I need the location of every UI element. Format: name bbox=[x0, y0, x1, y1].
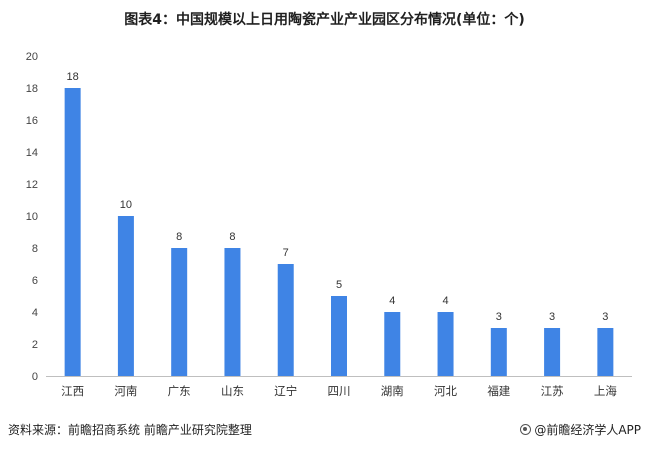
y-tick-label: 18 bbox=[26, 83, 38, 95]
data-label: 3 bbox=[549, 311, 555, 323]
y-tick-label: 6 bbox=[32, 275, 38, 287]
data-label: 4 bbox=[442, 295, 448, 307]
y-tick-label: 0 bbox=[32, 371, 38, 383]
bar bbox=[171, 248, 188, 376]
x-tick-label: 辽宁 bbox=[274, 384, 297, 398]
y-tick-label: 2 bbox=[32, 339, 38, 351]
y-tick-label: 12 bbox=[26, 179, 38, 191]
x-tick-label: 四川 bbox=[328, 384, 351, 398]
brand-text: @前瞻经济学人APP bbox=[534, 423, 641, 437]
data-label: 18 bbox=[67, 71, 79, 83]
x-tick-label: 江西 bbox=[61, 384, 84, 398]
chart-title: 图表4：中国规模以上日用陶瓷产业产业园区分布情况(单位：个) bbox=[124, 12, 525, 28]
data-label: 8 bbox=[229, 231, 235, 243]
source-note: 资料来源：前瞻招商系统 前瞻产业研究院整理 bbox=[8, 423, 252, 437]
brand-credit: @前瞻经济学人APP bbox=[520, 421, 641, 438]
x-axis: 江西 河南 广东 山东 辽宁 四川 湖南 河北 福建 江苏 上海 bbox=[61, 384, 617, 398]
y-tick-label: 10 bbox=[26, 211, 38, 223]
data-label: 4 bbox=[389, 295, 395, 307]
data-label: 3 bbox=[602, 311, 608, 323]
y-tick-label: 14 bbox=[26, 147, 38, 159]
x-tick-label: 上海 bbox=[594, 384, 617, 398]
x-tick-label: 河北 bbox=[434, 384, 457, 398]
bar bbox=[544, 328, 561, 376]
data-label: 3 bbox=[496, 311, 502, 323]
data-label: 8 bbox=[176, 231, 182, 243]
x-tick-label: 福建 bbox=[487, 384, 510, 398]
x-tick-label: 河南 bbox=[114, 384, 137, 398]
data-label: 10 bbox=[120, 199, 132, 211]
bar bbox=[117, 216, 134, 376]
x-tick-label: 广东 bbox=[168, 384, 191, 398]
y-tick-label: 4 bbox=[32, 307, 38, 319]
y-tick-label: 16 bbox=[26, 115, 38, 127]
x-tick-label: 山东 bbox=[221, 384, 244, 398]
bar bbox=[224, 248, 241, 376]
y-tick-label: 8 bbox=[32, 243, 38, 255]
data-label: 5 bbox=[336, 279, 342, 291]
bar bbox=[490, 328, 507, 376]
bar bbox=[437, 312, 454, 376]
bar bbox=[331, 296, 347, 376]
bar bbox=[277, 264, 294, 376]
x-tick-label: 江苏 bbox=[541, 384, 564, 398]
data-label: 7 bbox=[283, 247, 289, 259]
y-axis: 0 2 4 6 8 10 12 14 16 18 20 bbox=[26, 51, 38, 383]
bar bbox=[597, 328, 614, 376]
data-labels: 18 10 8 8 7 5 4 4 3 3 3 bbox=[67, 71, 609, 323]
y-tick-label: 20 bbox=[26, 51, 38, 63]
bar bbox=[384, 312, 401, 376]
x-tick-label: 湖南 bbox=[381, 384, 404, 398]
bars bbox=[64, 88, 614, 376]
bar bbox=[64, 88, 81, 376]
brand-logo-icon bbox=[520, 424, 532, 435]
